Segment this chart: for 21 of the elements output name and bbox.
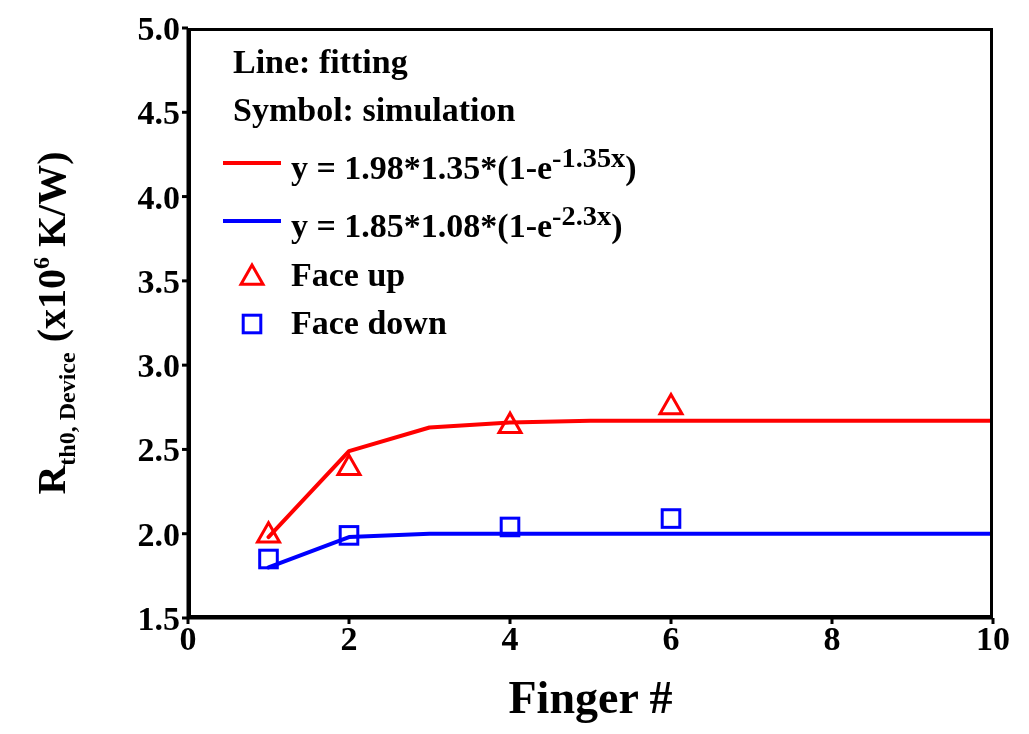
legend-label: Face down	[291, 302, 447, 343]
x-axis-title: Finger #	[508, 672, 673, 723]
legend-label: Face up	[291, 254, 406, 295]
y-tick-label: 4.0	[137, 178, 180, 216]
y-tick-label: 3.0	[137, 347, 180, 385]
y-tick-label: 5.0	[137, 10, 180, 48]
y-tick-label: 2.0	[137, 515, 180, 553]
legend-label: y = 1.98*1.35*(1-e$^{-1.35x}$)	[291, 141, 637, 189]
x-tick-label: 2	[340, 620, 358, 658]
legend-label: y = 1.85*1.08*(1-e$^{-2.3x}$)	[291, 199, 623, 247]
y-tick-label: 2.5	[137, 431, 180, 469]
x-tick-label: 8	[823, 620, 841, 658]
annotation: Line: fitting	[233, 42, 409, 82]
annotation: Symbol: simulation	[233, 90, 517, 130]
x-tick-label: 10	[976, 620, 1010, 658]
y-tick-label: 1.5	[137, 600, 180, 638]
y-tick-label: 4.5	[137, 94, 180, 132]
x-tick-label: 6	[662, 620, 680, 658]
y-tick-label: 3.5	[137, 262, 180, 300]
x-tick-label: 4	[501, 620, 519, 658]
x-tick-label: 0	[179, 620, 197, 658]
